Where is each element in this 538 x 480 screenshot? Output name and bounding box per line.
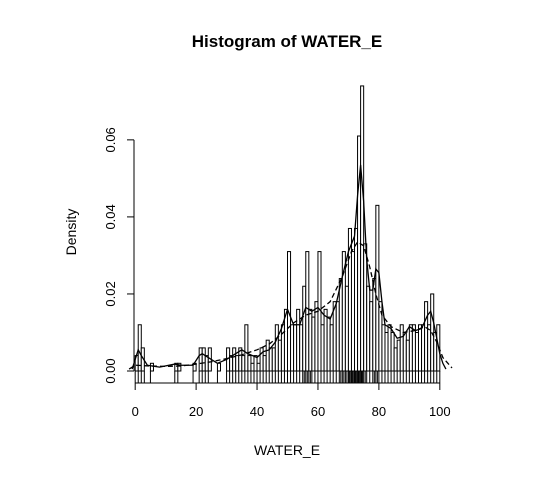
- histogram-bar: [216, 362, 221, 372]
- y-tick-label: 0.02: [103, 281, 118, 306]
- kernel-density-dashed-line: [128, 241, 453, 370]
- x-axis: 0 20 40 60 80 100: [132, 382, 451, 419]
- x-tick-label: 40: [250, 404, 264, 419]
- x-tick-label: 80: [372, 404, 386, 419]
- histogram-bars: [134, 85, 441, 372]
- y-tick-label: 0.00: [103, 358, 118, 383]
- y-tick-label: 0.06: [103, 127, 118, 152]
- chart-title: Histogram of WATER_E: [192, 32, 382, 51]
- y-axis: 0.00 0.02 0.04 0.06: [103, 127, 135, 384]
- rug-marks: [134, 371, 441, 383]
- x-tick-label: 60: [311, 404, 325, 419]
- x-tick-label: 100: [429, 404, 451, 419]
- histogram-bar: [244, 324, 249, 372]
- x-axis-label: WATER_E: [254, 442, 320, 458]
- kernel-density-line: [131, 164, 447, 370]
- histogram-bar: [177, 362, 182, 372]
- histogram-bar: [149, 362, 154, 372]
- x-tick-label: 20: [189, 404, 203, 419]
- x-tick-label: 0: [132, 404, 139, 419]
- density-curves: [128, 164, 453, 370]
- y-axis-label: Density: [63, 209, 79, 256]
- y-tick-label: 0.04: [103, 204, 118, 229]
